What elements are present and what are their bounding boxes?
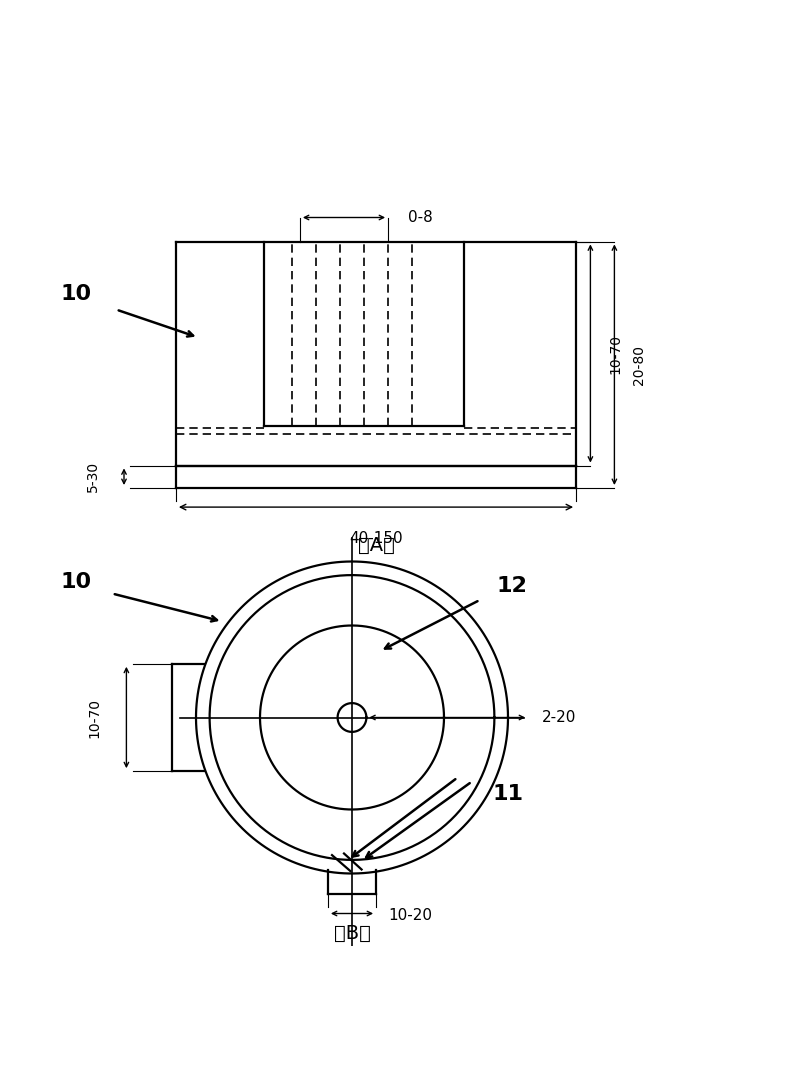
Text: 12: 12 — [497, 575, 527, 596]
Text: 20-80: 20-80 — [632, 345, 646, 385]
Text: 40-150: 40-150 — [349, 531, 403, 547]
Text: 10: 10 — [61, 572, 91, 591]
Text: （B）: （B） — [334, 924, 370, 943]
Text: 2-20: 2-20 — [542, 710, 576, 726]
Text: 10: 10 — [61, 284, 91, 303]
Text: 10-70: 10-70 — [88, 697, 102, 738]
Text: 10-20: 10-20 — [388, 908, 432, 923]
Text: 10-70: 10-70 — [608, 334, 622, 373]
Text: 5-30: 5-30 — [86, 461, 100, 492]
Text: 0-8: 0-8 — [408, 209, 433, 225]
Text: （A）: （A） — [358, 536, 394, 555]
Text: 11: 11 — [493, 783, 523, 803]
